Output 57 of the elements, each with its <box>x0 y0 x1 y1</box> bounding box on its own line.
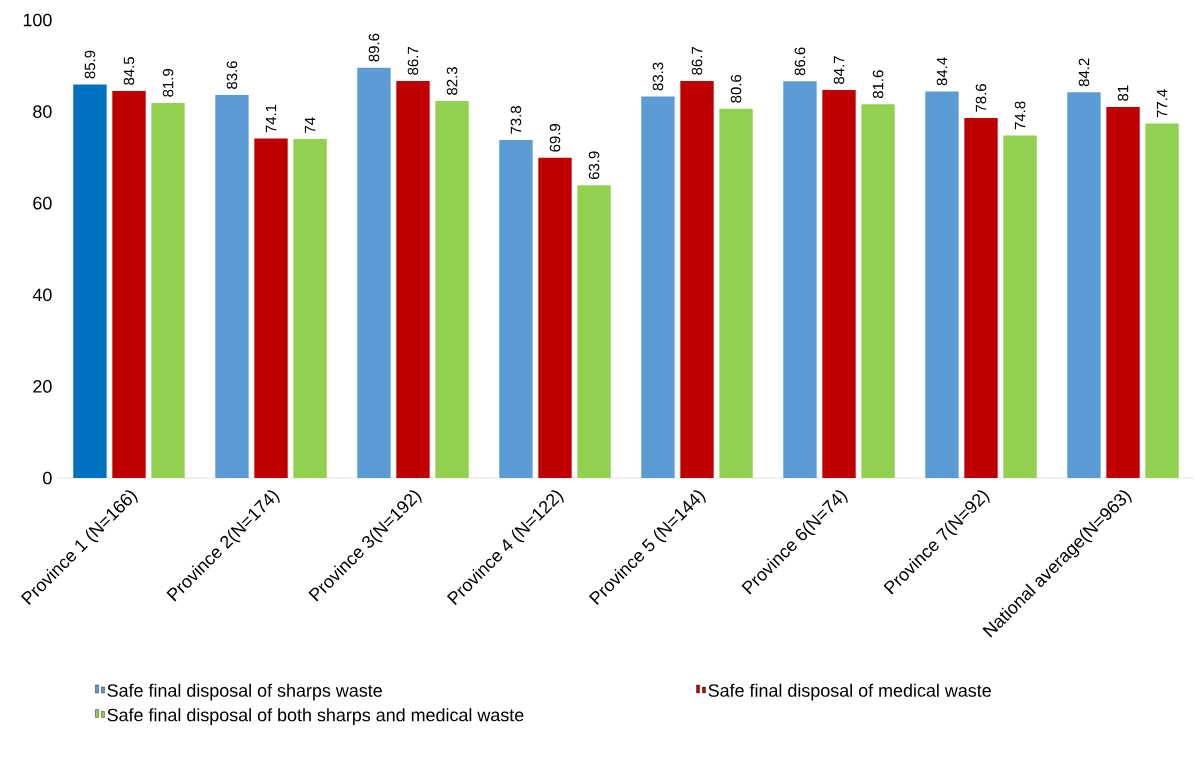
bar <box>641 96 675 478</box>
bar <box>293 139 327 478</box>
y-tick-label: 40 <box>32 288 52 302</box>
legend-label: Safe final disposal of medical waste <box>708 683 991 701</box>
y-tick-label: 100 <box>23 13 52 27</box>
data-label: 69.9 <box>549 123 561 152</box>
data-label: 82.3 <box>446 67 458 95</box>
bar <box>396 80 430 478</box>
bar <box>254 138 288 478</box>
data-label: 83.3 <box>652 62 664 91</box>
data-label: 84.2 <box>1078 58 1090 87</box>
bar <box>1067 92 1101 478</box>
legend-label: Safe final disposal of sharps waste <box>107 683 382 701</box>
bar <box>73 84 107 478</box>
bar <box>215 95 249 478</box>
bar <box>1106 107 1140 478</box>
data-label: 89.6 <box>368 33 380 62</box>
data-label: 83.6 <box>226 61 238 89</box>
bar <box>577 185 611 478</box>
bar <box>861 104 895 478</box>
data-label: 84.4 <box>936 57 948 86</box>
data-label: 73.8 <box>510 106 522 134</box>
data-label: 81 <box>1117 85 1129 101</box>
bar <box>151 102 185 478</box>
data-label: 85.9 <box>84 50 96 79</box>
data-label: 74 <box>304 117 316 133</box>
bar <box>964 118 998 478</box>
data-label: 77.4 <box>1156 89 1168 118</box>
y-tick-label: 20 <box>33 380 52 393</box>
data-label: 81.9 <box>162 69 174 97</box>
data-label: 81.6 <box>872 70 884 99</box>
data-label: 74.1 <box>265 104 277 133</box>
data-label: 80.6 <box>730 74 742 103</box>
bar <box>538 157 572 478</box>
bar <box>1145 123 1179 478</box>
y-tick-label: 0 <box>43 471 52 485</box>
bar <box>783 81 817 478</box>
y-tick-label: 60 <box>33 196 52 210</box>
legend-label: Safe final disposal of both sharps and medical waste <box>107 708 524 725</box>
data-label: 86.6 <box>794 47 806 76</box>
data-label: 84.7 <box>833 56 845 84</box>
data-label: 78.6 <box>975 84 987 112</box>
data-label: 86.7 <box>691 47 703 75</box>
bar <box>112 90 146 478</box>
data-label: 86.7 <box>407 47 419 75</box>
bar <box>680 80 714 478</box>
bar <box>925 91 959 478</box>
data-label: 63.9 <box>588 151 600 180</box>
bar <box>357 67 391 478</box>
bar <box>499 139 533 478</box>
data-label: 74.8 <box>1014 101 1026 130</box>
bar <box>719 108 753 478</box>
y-tick-label: 80 <box>33 105 52 118</box>
bar <box>435 101 469 478</box>
bar <box>822 90 856 478</box>
bar <box>1003 135 1037 478</box>
data-label: 84.5 <box>123 57 135 85</box>
